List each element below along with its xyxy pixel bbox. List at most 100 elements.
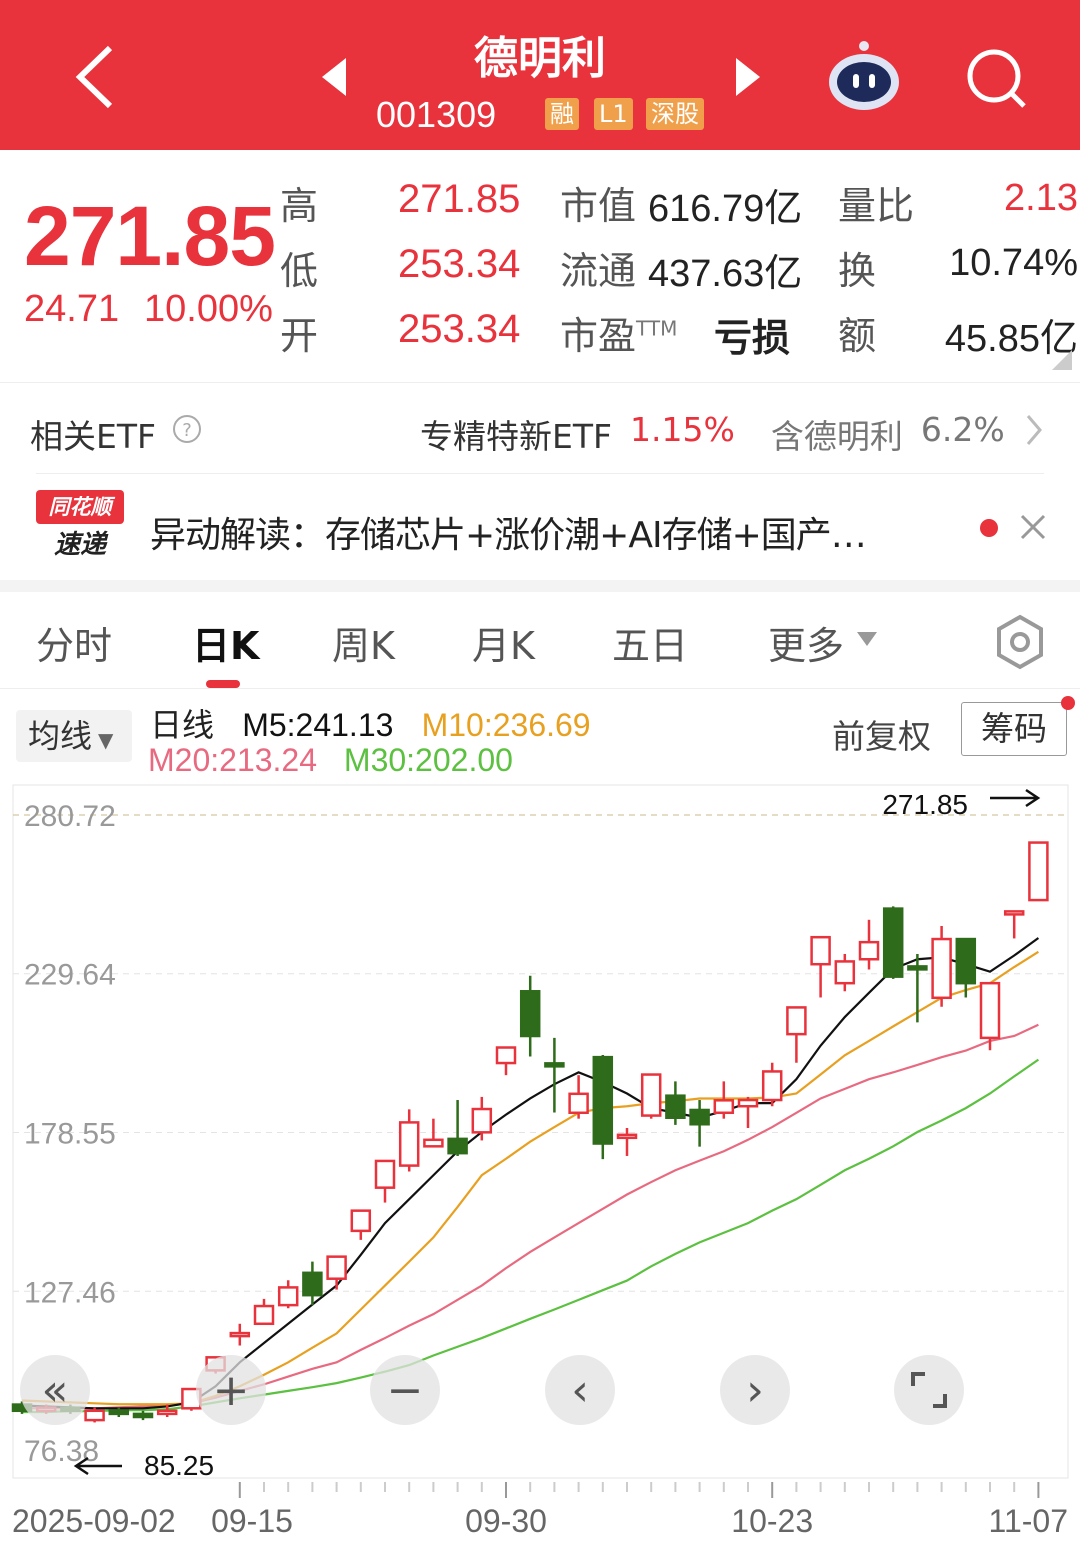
etf-link[interactable]: 专精特新ETF 1.15% 含德明利 6.2% <box>420 410 1005 458</box>
x-tick-label: 2025-09-02 <box>12 1503 176 1539</box>
scroll-left-button[interactable]: ‹ <box>545 1355 615 1425</box>
candle <box>132 1410 154 1421</box>
etf-pct: 1.15% <box>630 410 735 449</box>
dropdown-triangle-icon <box>857 632 877 646</box>
y-tick-label: 127.46 <box>24 1276 116 1309</box>
tab-5[interactable]: 更多 <box>768 624 845 668</box>
related-etf-label: 相关ETF <box>30 417 156 456</box>
settings-icon[interactable] <box>994 614 1046 670</box>
next-stock-icon[interactable] <box>734 58 760 96</box>
candle-body <box>519 990 541 1038</box>
chevron-right-icon[interactable] <box>1024 414 1044 446</box>
help-icon[interactable]: ? <box>172 414 202 444</box>
prev-stock-icon[interactable] <box>322 58 348 96</box>
scroll-right-button[interactable]: › <box>720 1355 790 1425</box>
rewind-icon: « <box>41 1364 69 1416</box>
candle <box>326 1255 347 1290</box>
candle-body <box>132 1412 154 1419</box>
stat-value: 2.13 <box>1004 177 1078 219</box>
candle <box>810 935 831 998</box>
candle <box>907 953 928 1023</box>
candle <box>834 953 856 992</box>
ma20-value: M20:213.24 <box>148 742 318 778</box>
candle-body <box>592 1055 614 1145</box>
candle-body <box>689 1108 710 1126</box>
etf-weight: 6.2% <box>920 410 1005 449</box>
candle-body <box>156 1409 178 1416</box>
tab-0[interactable]: 分时 <box>36 624 113 668</box>
quote-label: 低 <box>280 249 319 293</box>
candle-body <box>544 1062 565 1068</box>
rewind-button[interactable]: « <box>20 1355 90 1425</box>
ma10-value: M10:236.69 <box>421 707 591 743</box>
candle <box>882 906 904 979</box>
news-headline[interactable]: 异动解读：存储芯片+涨价潮+AI存储+国产… <box>150 515 867 556</box>
candle-body <box>931 937 952 1000</box>
active-tab-indicator <box>206 680 240 688</box>
chevron-left-icon: ‹ <box>571 1364 589 1416</box>
price-change-pct: 10.00% <box>144 288 273 330</box>
candle <box>955 937 977 998</box>
tab-2[interactable]: 周K <box>332 624 395 668</box>
candle-body <box>302 1271 323 1297</box>
candle-body <box>737 1098 759 1108</box>
candle <box>447 1100 468 1156</box>
search-icon[interactable] <box>964 48 1030 110</box>
candle-body <box>1003 910 1025 916</box>
tab-1[interactable]: 日K <box>192 624 260 668</box>
candle <box>229 1323 251 1346</box>
back-icon[interactable] <box>72 44 116 110</box>
candle-body <box>955 937 977 985</box>
stat-label: 市值 <box>560 184 637 228</box>
x-tick-label: 09-15 <box>211 1503 293 1539</box>
candle <box>423 1118 444 1148</box>
stat-value: 45.85亿 <box>944 318 1078 360</box>
corner-triangle-icon <box>1052 350 1072 370</box>
candle <box>640 1073 662 1119</box>
candle-body <box>665 1094 686 1119</box>
candle-body <box>471 1107 493 1134</box>
candle-body <box>108 1409 130 1416</box>
candle-body <box>350 1209 372 1233</box>
candle-body <box>882 907 904 978</box>
ma30-line <box>22 1058 1040 1414</box>
stat-label: 流通 <box>560 249 637 293</box>
quote-label: 开 <box>280 314 319 358</box>
news-logo: 同花顺 速递 <box>36 490 124 562</box>
divider <box>0 688 1080 689</box>
min-price-label: 85.25 <box>144 1450 214 1481</box>
fullscreen-icon <box>911 1372 947 1408</box>
candle <box>665 1081 686 1125</box>
candle <box>786 1006 807 1063</box>
chips-button[interactable]: 筹码 <box>961 702 1067 756</box>
zoom-out-button[interactable]: − <box>370 1355 440 1425</box>
close-icon[interactable] <box>1020 514 1046 540</box>
divider <box>36 473 1044 474</box>
robot-icon[interactable] <box>826 40 902 112</box>
tab-3[interactable]: 月K <box>472 624 535 668</box>
candle <box>374 1159 396 1203</box>
candle-body <box>979 981 1001 1040</box>
fullscreen-button[interactable] <box>894 1355 964 1425</box>
candle-body <box>398 1121 420 1167</box>
margin-tag: 融 <box>545 98 579 130</box>
x-tick-label: 09-30 <box>465 1503 547 1539</box>
notification-dot <box>1061 696 1075 710</box>
adjust-toggle[interactable]: 前复权 <box>832 717 931 756</box>
stat-value: 616.79亿 <box>648 188 803 230</box>
x-tick-label: 10-23 <box>731 1503 813 1539</box>
candle-body <box>761 1070 783 1102</box>
candle-body <box>495 1046 517 1065</box>
plus-icon: + <box>212 1364 250 1416</box>
ma-select[interactable]: 均线 ▼ <box>16 710 132 762</box>
candle <box>350 1209 372 1240</box>
svg-text:?: ? <box>182 420 192 441</box>
candle-body <box>640 1073 662 1117</box>
candle-body <box>229 1331 251 1338</box>
candle-body <box>907 965 928 971</box>
ma-legend-2: M20:213.24 M30:202.00 <box>148 742 513 779</box>
tab-4[interactable]: 五日 <box>612 624 689 668</box>
candle <box>1003 910 1025 939</box>
zoom-in-button[interactable]: + <box>196 1355 266 1425</box>
